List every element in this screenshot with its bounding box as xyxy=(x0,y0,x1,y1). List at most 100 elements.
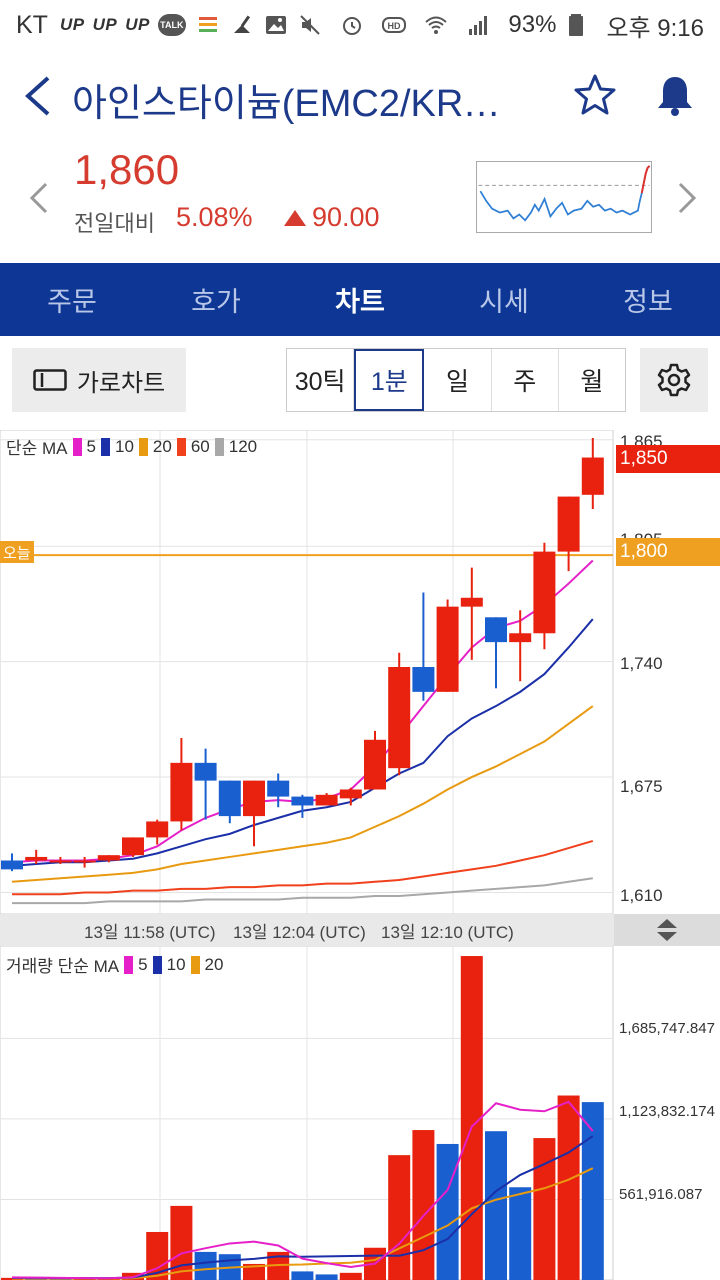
ma120-label: 120 xyxy=(228,436,258,456)
page-title: 아인스타이늄(EMC2/KRW) 업비트 xyxy=(72,83,534,125)
period-30tick[interactable]: 30틱 xyxy=(287,349,355,411)
main-tabs: 주문 호가 차트 시세 정보 xyxy=(0,263,720,336)
vma10-swatch xyxy=(152,955,162,974)
volume-bar xyxy=(388,1155,411,1280)
candle-body xyxy=(243,780,265,817)
ma120-swatch xyxy=(214,437,224,456)
tab-info[interactable]: 정보 xyxy=(623,287,673,317)
candle-body xyxy=(291,796,314,806)
today-price-tag: 1,800 xyxy=(616,538,720,566)
chart-resize-handle[interactable] xyxy=(614,914,720,946)
price-chart[interactable]: 단순 MA 5 10 20 60 120 1,865 1,805 1,740 1… xyxy=(0,430,720,914)
tab-order[interactable]: 주문 xyxy=(47,287,97,317)
ma60-line xyxy=(12,840,594,896)
ma60-swatch xyxy=(176,437,186,456)
price-chart-canvas[interactable] xyxy=(0,430,720,914)
chart-toolbar: 가로차트 30틱 1분 일 주 월 xyxy=(0,348,720,412)
bell-icon[interactable] xyxy=(652,72,698,118)
ma10-swatch xyxy=(100,437,110,456)
candle-body xyxy=(485,617,507,643)
candle-body xyxy=(25,856,48,861)
candle-body xyxy=(218,780,241,817)
candle-body xyxy=(1,860,23,870)
candle-body xyxy=(267,780,290,797)
volume-bar xyxy=(291,1271,314,1280)
price-grid xyxy=(0,430,613,914)
volume-chart[interactable]: 거래량 단순 MA 5 10 20 1,685,747.847 1,123,83… xyxy=(0,946,720,1280)
volume-legend-title: 거래량 단순 MA xyxy=(6,957,120,976)
vma10-label: 10 xyxy=(166,954,186,974)
volume-ma5-line xyxy=(11,1100,594,1280)
last-price-tag: 1,850 xyxy=(616,445,720,473)
volume-y-tick-label: 561,916.087 xyxy=(619,1186,703,1203)
volume-y-tick-label: 1,685,747.847 xyxy=(619,1020,715,1037)
svg-text:HD: HD xyxy=(388,21,401,31)
change-amount: 90.00 xyxy=(312,202,380,232)
period-month[interactable]: 월 xyxy=(580,368,604,396)
vma5-label: 5 xyxy=(138,954,148,974)
back-chevron-icon[interactable] xyxy=(18,74,58,118)
volume-chart-canvas[interactable] xyxy=(0,946,720,1280)
gear-icon xyxy=(657,363,691,397)
clock: 오후 9:16 xyxy=(606,14,704,42)
tab-chart[interactable]: 차트 xyxy=(335,287,385,317)
alarm-icon xyxy=(343,17,362,35)
volume-bar xyxy=(460,956,483,1280)
volume-bar xyxy=(339,1272,362,1280)
change-percent: 5.08% xyxy=(176,202,253,232)
ma10-label: 10 xyxy=(114,436,134,456)
status-bar: KT UP UP UP TALK HD 93% 오후 9:16 xyxy=(0,0,720,50)
candle-body xyxy=(315,794,338,806)
volume-legend: 거래량 단순 MA 5 10 20 xyxy=(6,952,223,977)
up-label: UP xyxy=(125,15,150,34)
volume-bar xyxy=(509,1187,532,1280)
volume-bar xyxy=(170,1205,193,1280)
kakaotalk-icon: TALK xyxy=(157,14,186,36)
candle-body xyxy=(412,667,435,692)
time-label: 13일 12:04 (UTC) xyxy=(233,923,366,942)
ma20-swatch xyxy=(138,437,148,456)
period-selector: 30틱 1분 일 주 월 xyxy=(286,348,626,412)
today-tag: 오늘 xyxy=(0,541,34,563)
star-outline-icon[interactable] xyxy=(572,72,618,118)
next-coin-chevron-icon[interactable] xyxy=(672,178,702,218)
chart-settings-button[interactable] xyxy=(640,348,708,412)
candle-body xyxy=(170,762,193,822)
ma60-label: 60 xyxy=(190,436,210,456)
period-week[interactable]: 주 xyxy=(492,349,559,411)
volume-y-tick-label: 1,123,832.174 xyxy=(619,1103,715,1120)
tab-orderbook[interactable]: 호가 xyxy=(191,287,241,317)
candle-body xyxy=(97,855,120,861)
volume-bar xyxy=(194,1251,217,1280)
candle-body xyxy=(49,860,72,863)
volume-bar xyxy=(267,1251,290,1280)
y-tick-label: 1,740 xyxy=(620,654,663,673)
landscape-chart-button[interactable]: 가로차트 xyxy=(12,348,186,412)
header: 아인스타이늄(EMC2/KRW) 업비트 xyxy=(0,60,720,132)
ma20-line xyxy=(11,705,594,883)
prev-coin-chevron-icon[interactable] xyxy=(24,178,54,218)
carrier-label: KT xyxy=(16,10,48,39)
tab-market-price[interactable]: 시세 xyxy=(479,287,529,317)
ma20-label: 20 xyxy=(152,436,172,456)
broom-icon xyxy=(233,15,250,33)
landscape-chart-label: 가로차트 xyxy=(76,369,166,397)
candle-body xyxy=(364,739,386,790)
landscape-icon xyxy=(33,369,67,391)
up-label: UP xyxy=(92,15,118,34)
mini-price-chart[interactable] xyxy=(476,161,652,233)
signal-icon xyxy=(469,16,488,35)
vma20-swatch xyxy=(190,955,200,974)
candle-body xyxy=(533,551,556,634)
candle-body xyxy=(122,837,144,856)
candle-body xyxy=(73,860,96,863)
period-day[interactable]: 일 xyxy=(424,349,492,411)
period-1min[interactable]: 1분 xyxy=(354,349,425,411)
battery-icon xyxy=(569,14,584,36)
volume-bar xyxy=(557,1095,580,1280)
candle-body xyxy=(194,762,217,781)
wifi-icon xyxy=(425,16,448,34)
time-label: 13일 11:58 (UTC) xyxy=(84,923,216,942)
volume-bar xyxy=(436,1143,459,1280)
candle-body xyxy=(509,633,532,643)
